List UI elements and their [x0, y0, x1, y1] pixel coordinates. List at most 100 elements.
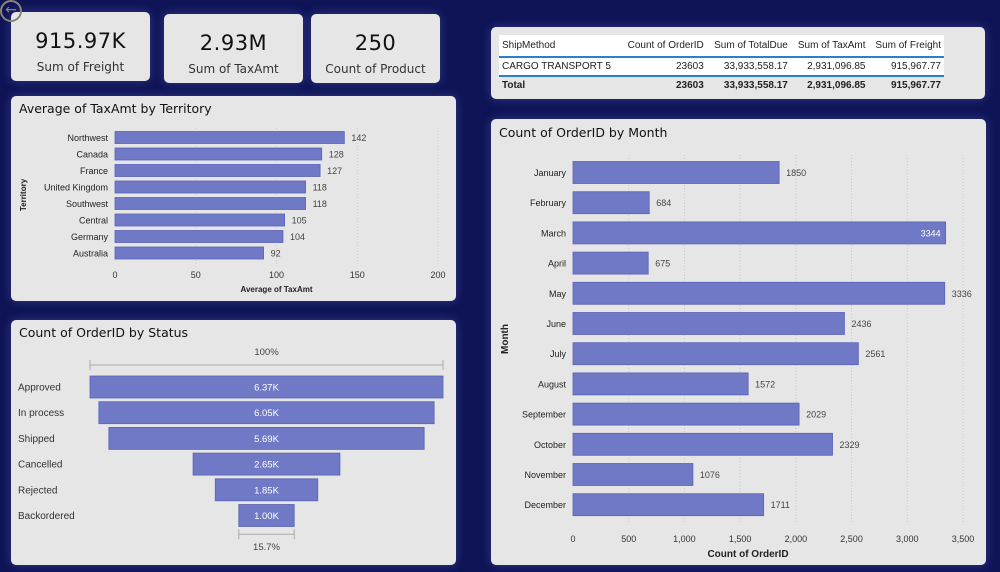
kpi-card-product-count: 250 Count of Product: [311, 14, 440, 83]
x-axis-title: Average of TaxAmt: [240, 285, 312, 294]
data-label: 1850: [786, 168, 806, 178]
kpi-value: 915.97K: [35, 29, 126, 53]
top-percent-label: 100%: [254, 347, 279, 358]
data-label: 92: [271, 249, 281, 259]
funnel-bar[interactable]: [238, 504, 295, 527]
table-cell: 915,967.77: [890, 80, 941, 91]
x-tick-label: 200: [430, 270, 445, 280]
category-label: July: [550, 349, 567, 359]
data-label: 118: [313, 199, 327, 209]
stage-label: In process: [18, 408, 64, 419]
bar[interactable]: [114, 246, 264, 260]
shipmethod-table: ShipMethod Count of OrderID Sum of Total…: [499, 35, 944, 94]
kpi-value: 250: [354, 31, 397, 55]
month-bar-chart: 0 500 1,000 1,500 2,000 2,500 3,000 3,500 Januar…: [500, 155, 975, 560]
kpi-label: Sum of Freight: [36, 60, 125, 74]
table-cell: 2,931,096.85: [790, 57, 869, 77]
y-axis-title: Month: [500, 324, 511, 354]
bar[interactable]: [572, 493, 765, 517]
stage-label: Rejected: [18, 485, 57, 496]
category-label: September: [522, 410, 566, 420]
back-arrow-icon[interactable]: ←: [0, 0, 22, 22]
data-label: 1711: [771, 500, 790, 510]
bar[interactable]: [572, 463, 694, 486]
bar[interactable]: [572, 342, 859, 366]
category-label: January: [534, 168, 567, 178]
x-tick-label: 500: [621, 534, 636, 544]
data-label: 684: [656, 198, 671, 208]
funnel-bar[interactable]: [214, 478, 319, 502]
data-label: 2029: [806, 410, 826, 420]
table-header-row: ShipMethod Count of OrderID Sum of Total…: [499, 35, 944, 57]
bar[interactable]: [572, 402, 800, 426]
funnel-bar[interactable]: [108, 427, 425, 450]
column-header[interactable]: Sum of Freight: [868, 35, 944, 57]
status-funnel-card: Count of OrderID by Status 100% Approved 6…: [11, 320, 456, 565]
data-label: 5.69K: [254, 434, 279, 445]
category-label: November: [524, 470, 566, 480]
bar[interactable]: [114, 213, 285, 227]
column-header[interactable]: Count of OrderID: [620, 35, 707, 57]
x-tick-label: 3,000: [896, 534, 919, 544]
category-label: Southwest: [66, 199, 109, 209]
x-tick-label: 1,500: [729, 534, 752, 544]
bar[interactable]: [114, 147, 323, 161]
bar[interactable]: [572, 161, 780, 184]
territory-bar-chart: 0 50 100 150 200 Northwest 142 Canada 128 France 1…: [19, 128, 446, 294]
bar[interactable]: [114, 230, 284, 243]
data-label: 142: [351, 133, 366, 143]
table-cell: 33,933,558.17: [723, 80, 788, 91]
territory-chart-card: Average of TaxAmt by Territory 0 50 100 150…: [11, 96, 456, 301]
x-tick-label: 50: [191, 270, 201, 280]
category-label: June: [546, 319, 566, 329]
kpi-value: 2.93M: [199, 31, 268, 55]
column-header[interactable]: Sum of TaxAmt: [790, 35, 869, 57]
funnel-bar[interactable]: [98, 401, 435, 425]
table-cell: 23603: [620, 57, 707, 77]
table-row[interactable]: CARGO TRANSPORT 5 23603 33,933,558.17 2,…: [499, 57, 944, 77]
category-label: Northwest: [67, 133, 108, 143]
column-header[interactable]: Sum of TotalDue: [706, 35, 791, 57]
x-axis-title: Count of OrderID: [707, 549, 788, 560]
category-label: United Kingdom: [44, 183, 108, 193]
x-tick-label: 150: [350, 270, 365, 280]
category-label: Germany: [71, 232, 109, 242]
bar[interactable]: [572, 251, 649, 275]
bar[interactable]: [572, 432, 833, 456]
bar[interactable]: [114, 197, 306, 210]
data-label: 1076: [700, 470, 720, 480]
bar[interactable]: [114, 180, 306, 194]
bar[interactable]: [572, 372, 749, 396]
category-label: Australia: [73, 249, 108, 259]
funnel-bar[interactable]: [192, 452, 341, 476]
bar[interactable]: [572, 221, 947, 245]
bar[interactable]: [572, 191, 650, 215]
kpi-card-freight: 915.97K Sum of Freight: [11, 12, 150, 81]
x-tick-label: 2,000: [785, 534, 808, 544]
bar[interactable]: [114, 131, 345, 144]
kpi-label: Sum of TaxAmt: [188, 62, 279, 76]
category-label: May: [549, 289, 567, 299]
table-cell: 23603: [675, 80, 704, 91]
funnel-bar[interactable]: [89, 375, 444, 399]
bar[interactable]: [114, 164, 321, 177]
data-label: 2436: [851, 319, 871, 329]
bar[interactable]: [572, 281, 946, 305]
stage-label: Cancelled: [18, 460, 62, 471]
x-tick-label: 2,500: [840, 534, 863, 544]
category-label: France: [80, 166, 108, 176]
month-chart-card: Count of OrderID by Month 0 500 1,000 1,500…: [491, 119, 986, 565]
data-label: 3344: [921, 228, 941, 238]
x-tick-label: 0: [112, 270, 117, 280]
stage-label: Approved: [18, 383, 61, 394]
x-tick-label: 100: [269, 270, 284, 280]
bar[interactable]: [572, 312, 845, 335]
column-header[interactable]: ShipMethod: [499, 35, 621, 57]
chart-title: Count of OrderID by Status: [19, 325, 189, 340]
category-label: October: [534, 440, 566, 450]
x-tick-label: 3,500: [952, 534, 975, 544]
data-label: 2329: [840, 440, 860, 450]
category-label: Central: [79, 216, 108, 226]
chart-title: Count of OrderID by Month: [499, 125, 668, 140]
chart-title: Average of TaxAmt by Territory: [19, 101, 212, 116]
